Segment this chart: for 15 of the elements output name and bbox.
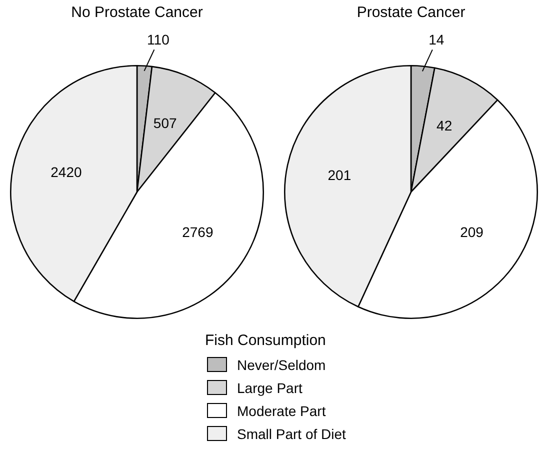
legend-label: Large Part <box>237 380 302 396</box>
data-label: 14 <box>428 32 444 48</box>
legend-label: Small Part of Diet <box>237 426 346 442</box>
data-label: 507 <box>153 115 177 132</box>
data-label: 2420 <box>50 164 82 180</box>
data-label: 42 <box>436 118 452 134</box>
data-label: 2769 <box>182 224 214 240</box>
data-label: 201 <box>328 167 352 184</box>
data-label: 209 <box>460 224 484 240</box>
legend-label: Never/Seldom <box>237 356 326 372</box>
legend-label: Moderate Part <box>237 402 326 418</box>
legend-title: Fish Consumption <box>205 332 327 349</box>
chart-title: Prostate Cancer <box>356 4 466 22</box>
data-label: 110 <box>147 32 170 48</box>
chart-title: No Prostate Cancer <box>71 4 203 22</box>
